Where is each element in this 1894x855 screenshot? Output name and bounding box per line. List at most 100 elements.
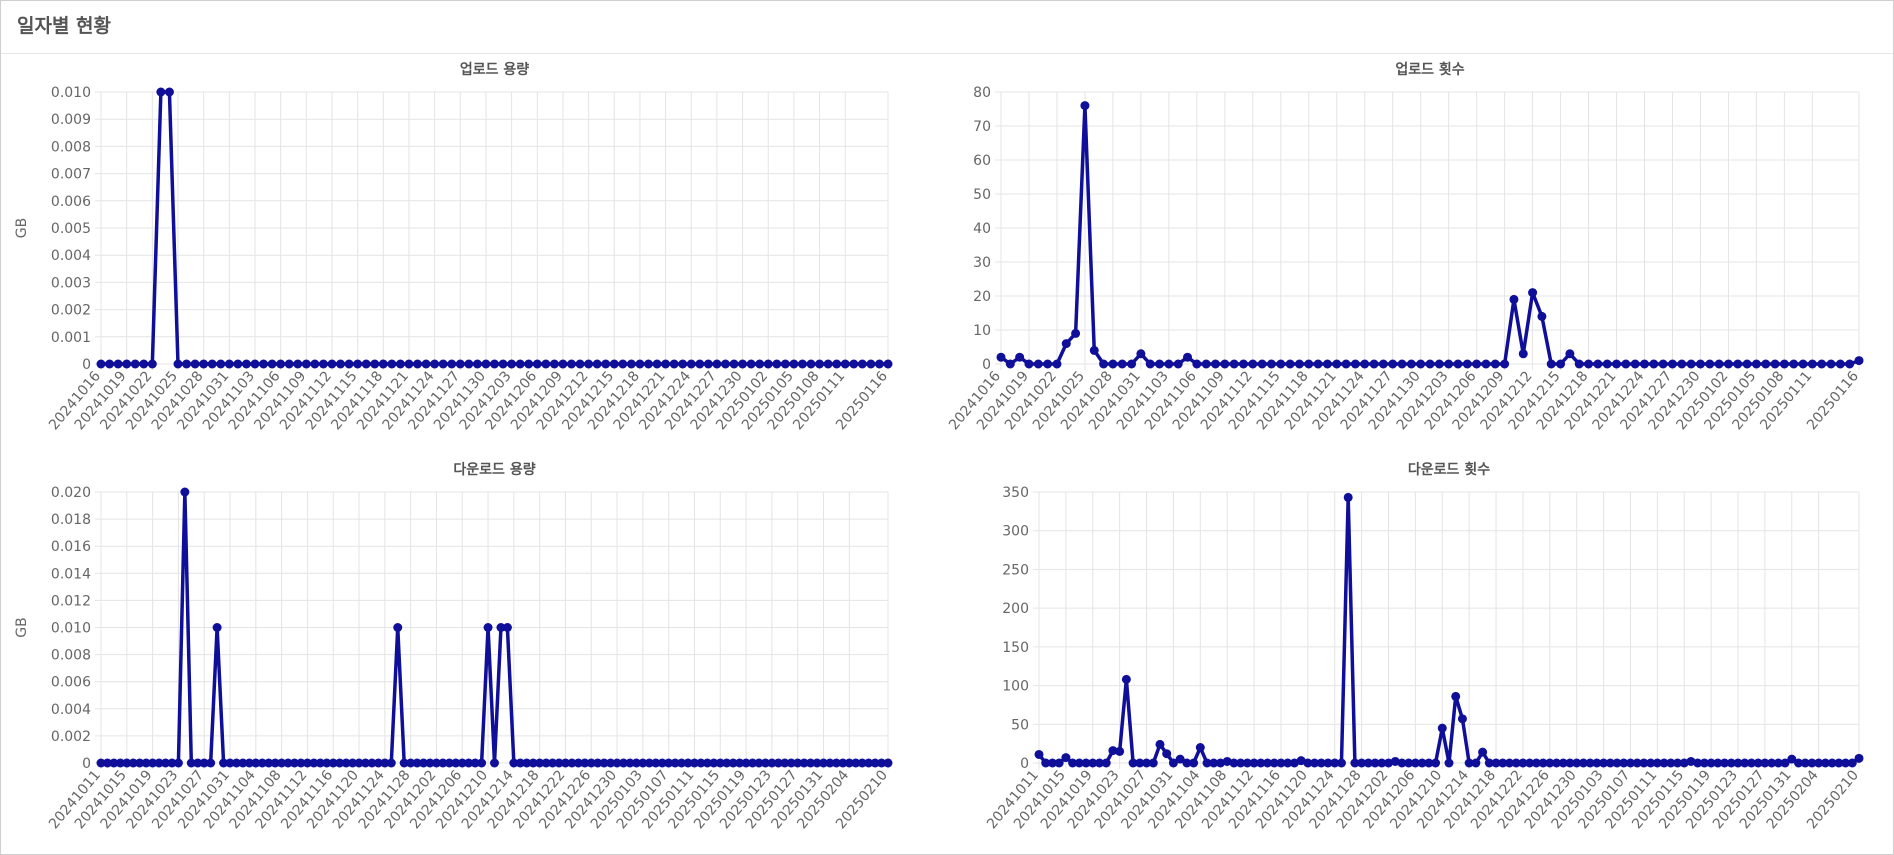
data-point [883,758,893,768]
data-point [1043,359,1053,369]
data-point [335,758,345,768]
data-point [1135,758,1145,768]
data-point [638,758,648,768]
data-point [472,359,482,369]
data-point [483,623,493,632]
data-point [1673,758,1683,768]
data-point [395,359,405,369]
data-point [167,758,177,768]
y-axis-label: GB [14,617,30,637]
data-point [310,359,320,369]
data-point [1612,758,1622,768]
data-point [1835,359,1845,369]
data-point [763,359,773,369]
data-point [1621,359,1631,369]
data-point [1552,758,1562,768]
data-point [1145,359,1155,369]
y-tick-label: 0.020 [51,485,91,501]
data-point [1377,758,1387,768]
data-point [720,359,730,369]
data-point [609,359,619,369]
data-point [1168,758,1178,768]
data-point [318,359,328,369]
data-point [1220,359,1230,369]
data-point [1276,359,1286,369]
data-point [1162,749,1172,759]
data-point [1699,758,1709,768]
data-point [498,359,508,369]
data-point [1015,352,1025,362]
data-point [767,758,777,768]
data-point [709,758,719,768]
data-point [284,359,294,369]
data-point [1209,758,1219,768]
data-point [1256,758,1266,768]
data-point [1088,758,1098,768]
data-point [277,758,287,768]
data-point [626,359,636,369]
data-point [1384,758,1394,768]
data-point [361,359,371,369]
data-point [1236,758,1246,768]
data-point [1820,758,1830,768]
data-point [1767,758,1777,768]
data-point [786,758,796,768]
data-point [1619,758,1629,768]
data-point [849,359,859,369]
data-point [1726,758,1736,768]
data-point [1332,359,1342,369]
data-point [1283,758,1293,768]
data-point [558,359,568,369]
data-point [1770,359,1780,369]
data-point [1545,758,1555,768]
data-point [164,87,174,97]
data-point [825,758,835,768]
chart-title: 업로드 횟수 [1395,61,1464,78]
data-point [156,87,166,97]
data-point [1546,359,1556,369]
data-point [1068,758,1078,768]
data-point [670,758,680,768]
data-point [1807,758,1817,768]
data-point [573,758,583,768]
data-point [360,758,370,768]
data-point [224,359,234,369]
data-point [1518,758,1528,768]
data-point [1444,359,1454,369]
data-point [1242,758,1252,768]
data-point [1054,758,1064,768]
data-point [722,758,732,768]
y-tick-label: 0 [1020,756,1029,772]
data-point [1845,359,1855,369]
data-point [683,758,693,768]
data-point [1593,359,1603,369]
data-point [815,359,825,369]
data-point [1033,359,1043,369]
data-point [1294,359,1304,369]
data-point [1789,359,1799,369]
data-point [1742,359,1752,369]
data-point [851,758,861,768]
data-point [1720,758,1730,768]
y-tick-label: 0.003 [51,275,91,291]
data-point [412,758,422,768]
data-point [651,758,661,768]
data-point [1431,758,1441,768]
data-point [1005,359,1015,369]
data-point [509,758,519,768]
data-point [1556,359,1566,369]
data-point [1313,359,1323,369]
data-point [380,758,390,768]
data-point [772,359,782,369]
data-point [799,758,809,768]
data-point [1646,758,1656,768]
y-tick-label: 250 [1002,562,1029,578]
data-point [1558,758,1568,768]
y-tick-label: 0.016 [51,539,91,555]
data-point [1343,492,1353,502]
data-point [1490,359,1500,369]
data-point [1640,359,1649,369]
data-point [251,758,261,768]
data-point [1182,758,1192,768]
